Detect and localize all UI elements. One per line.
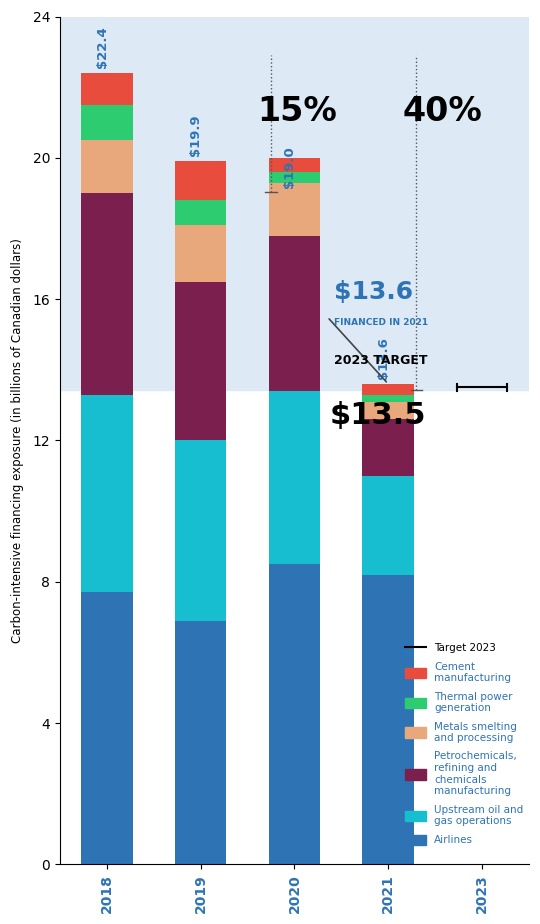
Text: 2023 TARGET: 2023 TARGET	[334, 355, 427, 368]
Bar	[60, 0, 529, 390]
Bar	[268, 391, 320, 564]
Text: $13.5: $13.5	[330, 401, 427, 431]
Legend: Target 2023, Cement
manufacturing, Thermal power
generation, Metals smelting
and: Target 2023, Cement manufacturing, Therm…	[400, 638, 528, 851]
Bar	[175, 201, 226, 225]
Bar	[81, 105, 133, 140]
Text: $19.0: $19.0	[283, 146, 296, 188]
Bar	[362, 395, 414, 402]
Bar	[268, 172, 320, 183]
Y-axis label: Carbon-intensive financing exposure (in billions of Canadian dollars): Carbon-intensive financing exposure (in …	[11, 238, 24, 643]
Bar	[81, 395, 133, 592]
Bar	[175, 441, 226, 621]
Bar	[81, 592, 133, 864]
Bar	[362, 419, 414, 476]
Bar	[268, 236, 320, 391]
Bar	[81, 193, 133, 395]
Bar	[81, 73, 133, 105]
Text: $19.9: $19.9	[190, 115, 202, 156]
Bar	[175, 621, 226, 864]
Bar	[268, 158, 320, 172]
Bar	[81, 140, 133, 193]
Bar	[362, 402, 414, 419]
Bar	[175, 225, 226, 282]
Bar	[362, 575, 414, 864]
Bar	[362, 476, 414, 575]
Bar	[175, 282, 226, 441]
Text: $13.6: $13.6	[377, 336, 390, 379]
Text: FINANCED IN 2021: FINANCED IN 2021	[334, 318, 428, 326]
Text: 40%: 40%	[403, 95, 482, 128]
Text: $13.6: $13.6	[334, 280, 413, 304]
Bar	[268, 183, 320, 236]
Bar	[362, 384, 414, 395]
Bar	[175, 162, 226, 201]
Bar	[268, 564, 320, 864]
Text: $22.4: $22.4	[96, 26, 109, 67]
Text: 15%: 15%	[258, 95, 337, 128]
